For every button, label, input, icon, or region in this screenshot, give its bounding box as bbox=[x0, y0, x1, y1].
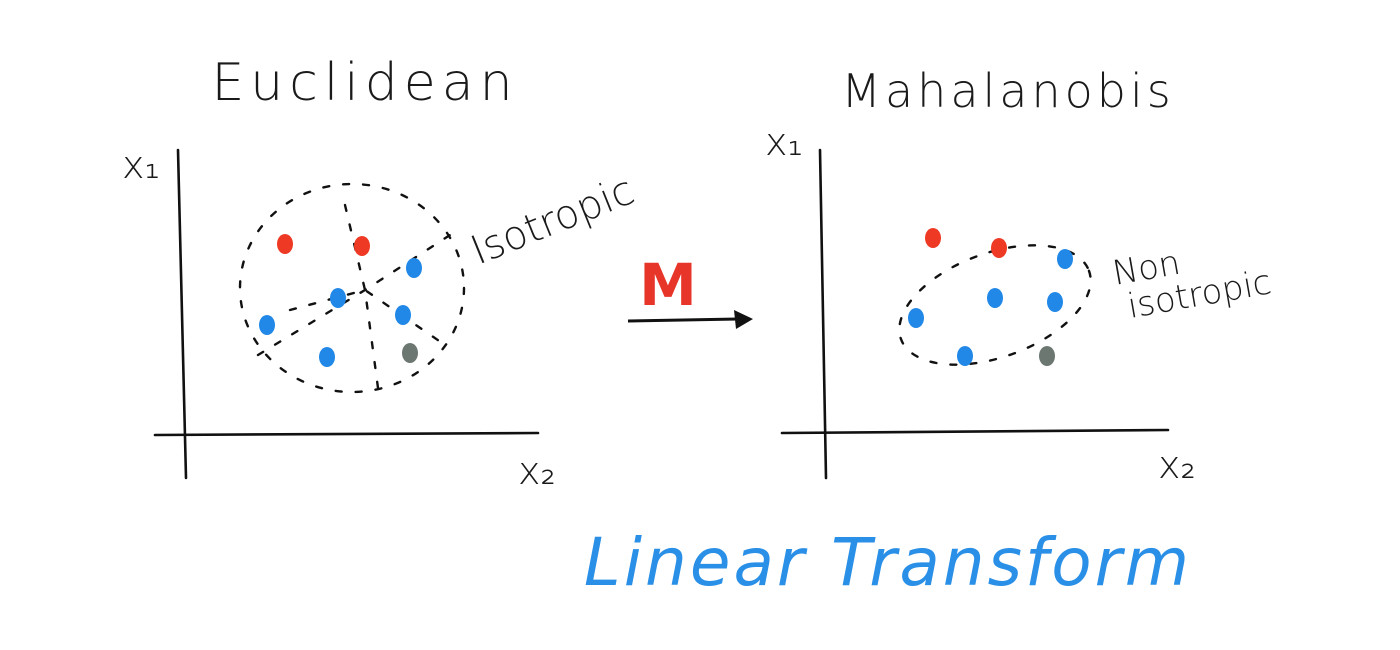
transform-group: M bbox=[627, 251, 753, 329]
red-point bbox=[354, 236, 370, 256]
isotropic-cross-line bbox=[288, 288, 447, 347]
right-y-axis-label: x₁ bbox=[765, 120, 803, 164]
left-panel-title: Euclidean bbox=[211, 53, 518, 113]
left-panel: Euclidean x₁ x₂ Isotropic bbox=[122, 53, 641, 493]
gray-point bbox=[1039, 346, 1055, 366]
blue-point bbox=[908, 308, 924, 328]
transform-arrow-shaft bbox=[627, 317, 739, 323]
transform-arrow-head bbox=[734, 310, 753, 329]
red-point bbox=[277, 234, 293, 254]
right-x-axis-label: x₂ bbox=[1158, 443, 1196, 487]
right-panel: Mahalanobis x₁ x₂ Non isotropic bbox=[765, 64, 1274, 487]
non-isotropic-ellipse bbox=[898, 244, 1092, 366]
blue-point bbox=[319, 347, 335, 367]
isotropic-circle bbox=[238, 182, 466, 394]
isotropic-cross-line bbox=[343, 203, 380, 390]
blue-point bbox=[406, 258, 422, 278]
blue-point bbox=[987, 288, 1003, 308]
gray-point bbox=[402, 343, 418, 363]
left-y-axis bbox=[176, 148, 188, 480]
red-point bbox=[925, 228, 941, 248]
blue-point bbox=[1047, 292, 1063, 312]
transform-symbol: M bbox=[639, 251, 697, 319]
blue-point bbox=[259, 315, 275, 335]
red-point bbox=[991, 238, 1007, 258]
right-y-axis bbox=[818, 148, 828, 480]
blue-point bbox=[1057, 249, 1073, 269]
blue-point bbox=[330, 288, 346, 308]
blue-point bbox=[395, 305, 411, 325]
left-y-axis-label: x₁ bbox=[122, 143, 160, 187]
right-points bbox=[908, 228, 1073, 366]
isotropic-cross-line bbox=[256, 233, 452, 357]
blue-point bbox=[957, 346, 973, 366]
left-x-axis-label: x₂ bbox=[518, 449, 556, 493]
isotropic-label: Isotropic bbox=[465, 167, 641, 274]
right-x-axis bbox=[780, 428, 1170, 435]
left-points bbox=[259, 234, 422, 367]
right-panel-title: Mahalanobis bbox=[841, 64, 1174, 118]
left-x-axis bbox=[153, 431, 540, 437]
transform-caption: Linear Transform bbox=[584, 524, 1192, 601]
